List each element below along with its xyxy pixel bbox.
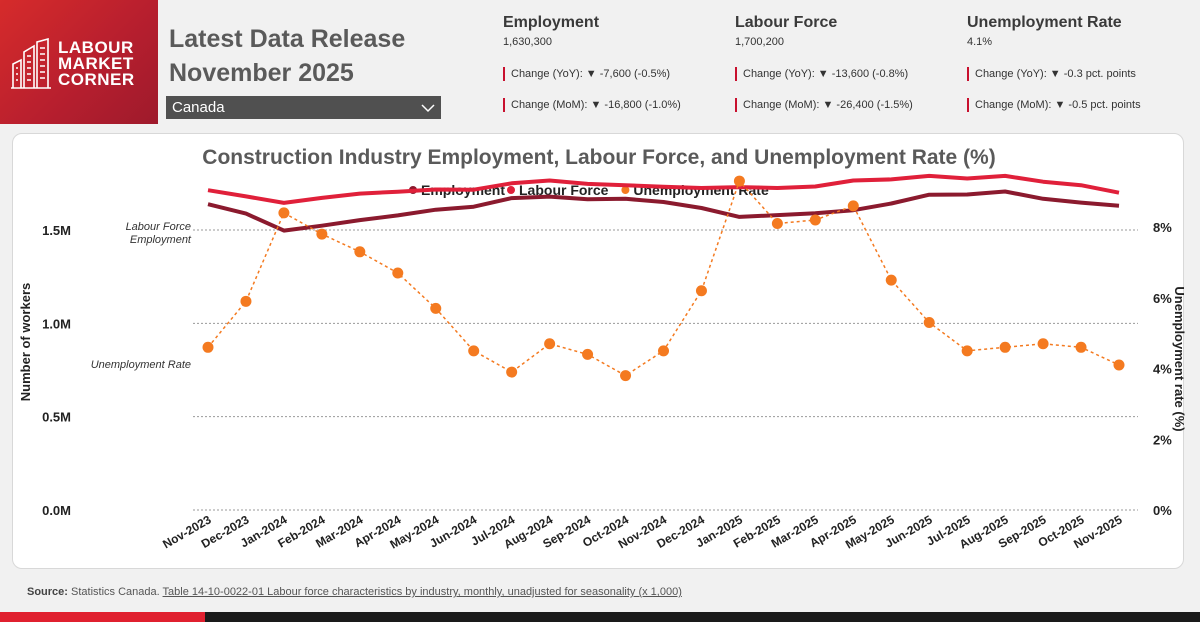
- legend-label: Labour Force: [519, 182, 609, 198]
- footer-accent: [0, 612, 205, 622]
- employment-inline-label: Employment: [130, 234, 192, 246]
- unemployment-rate-point: [658, 345, 669, 357]
- unemployment-rate-point: [1075, 341, 1087, 353]
- stat-change-yoy: Change (YoY): ▼ -13,600 (-0.8%): [735, 67, 908, 81]
- brand-line-1: LABOUR: [58, 38, 134, 57]
- stat-value: 1,700,200: [735, 36, 784, 48]
- unemployment-rate-point: [354, 246, 366, 258]
- unemployment-rate-point: [885, 274, 897, 286]
- source-text: Statistics Canada.: [71, 586, 160, 598]
- unemployment-rate-point: [733, 175, 745, 187]
- unemployment-rate-point: [695, 285, 707, 297]
- unemployment-rate-point: [430, 302, 442, 314]
- y-axis-title: Number of workers: [18, 283, 33, 401]
- y-tick-label: 0.5M: [42, 410, 71, 425]
- building-logo-icon: [11, 38, 51, 89]
- brand-line-3: CORNER: [58, 70, 135, 89]
- y2-tick-label: 4%: [1153, 362, 1172, 377]
- unemployment-rate-point: [847, 200, 859, 212]
- unemployment-rate-point: [1037, 338, 1049, 350]
- geography-select-value: Canada: [172, 99, 225, 116]
- stat-unemployment-rate: Unemployment Rate 4.1% Change (YoY): ▼ -…: [967, 14, 1197, 112]
- brand-logo: LABOUR MARKET CORNER: [0, 0, 158, 124]
- unemployment-rate-point: [961, 345, 973, 357]
- stat-change-yoy: Change (YoY): ▼ -0.3 pct. points: [967, 67, 1136, 81]
- y2-tick-label: 2%: [1153, 432, 1172, 447]
- unemployment-rate-inline-label: Unemployment Rate: [91, 359, 191, 371]
- unemployment-rate-point: [582, 348, 594, 360]
- stat-name: Labour Force: [735, 14, 838, 31]
- unemployment-rate-point: [468, 345, 480, 357]
- labour-force-line: [207, 173, 1120, 205]
- stat-employment: Employment 1,630,300 Change (YoY): ▼ -7,…: [503, 14, 733, 112]
- page-title-line-1: Latest Data Release: [169, 25, 406, 53]
- y-tick-label: 1.0M: [42, 316, 71, 331]
- unemployment-rate-point: [620, 370, 632, 382]
- brand-line-2: MARKET: [58, 54, 134, 73]
- source-label: Source:: [27, 586, 68, 598]
- stat-change-mom: Change (MoM): ▼ -16,800 (-1.0%): [503, 98, 681, 112]
- page-title: Latest Data Release November 2025: [169, 22, 405, 90]
- source-note: Source: Statistics Canada. Table 14-10-0…: [27, 586, 682, 598]
- labour-force-inline-label: Labour Force: [126, 221, 191, 233]
- unemployment-rate-point: [278, 207, 290, 219]
- legend-marker: [621, 186, 630, 194]
- unemployment-rate-point: [1113, 359, 1125, 371]
- y-tick-label: 1.5M: [42, 223, 71, 238]
- footer-bar: [0, 612, 1200, 622]
- source-link[interactable]: Table 14-10-0022-01 Labour force charact…: [162, 586, 682, 598]
- unemployment-rate-point: [392, 267, 404, 279]
- stat-labour-force: Labour Force 1,700,200 Change (YoY): ▼ -…: [735, 14, 965, 112]
- y2-tick-label: 0%: [1153, 503, 1172, 518]
- y2-tick-label: 6%: [1153, 291, 1172, 306]
- unemployment-rate-point: [809, 214, 821, 226]
- unemployment-rate-point: [544, 338, 556, 350]
- unemployment-rate-point: [923, 317, 935, 329]
- page-title-line-2: November 2025: [169, 59, 354, 87]
- stat-value: 4.1%: [967, 36, 993, 48]
- stat-name: Employment: [503, 14, 600, 31]
- chart-title: Construction Industry Employment, Labour…: [202, 146, 995, 169]
- unemployment-rate-point: [202, 341, 214, 353]
- y2-tick-label: 8%: [1153, 220, 1172, 235]
- unemployment-rate-point: [316, 228, 328, 240]
- employment-line: [207, 189, 1120, 233]
- stat-change-mom: Change (MoM): ▼ -0.5 pct. points: [967, 98, 1141, 112]
- unemployment-rate-point: [771, 218, 783, 230]
- legend-marker: [507, 186, 515, 194]
- stat-change-yoy: Change (YoY): ▼ -7,600 (-0.5%): [503, 67, 670, 81]
- stat-name: Unemployment Rate: [967, 14, 1122, 31]
- geography-select[interactable]: Canada: [166, 96, 441, 119]
- y-tick-label: 0.0M: [42, 503, 71, 518]
- unemployment-rate-point: [240, 295, 252, 307]
- chart-card: Construction Industry Employment, Labour…: [12, 133, 1185, 569]
- unemployment-rate-point: [506, 366, 518, 378]
- y2-axis-title: Unemployment rate (%): [1172, 286, 1185, 431]
- chart: Construction Industry Employment, Labour…: [18, 146, 1185, 552]
- stat-value: 1,630,300: [503, 36, 552, 48]
- unemployment-rate-point: [999, 341, 1011, 353]
- chevron-down-icon: [421, 103, 435, 112]
- stat-change-mom: Change (MoM): ▼ -26,400 (-1.5%): [735, 98, 913, 112]
